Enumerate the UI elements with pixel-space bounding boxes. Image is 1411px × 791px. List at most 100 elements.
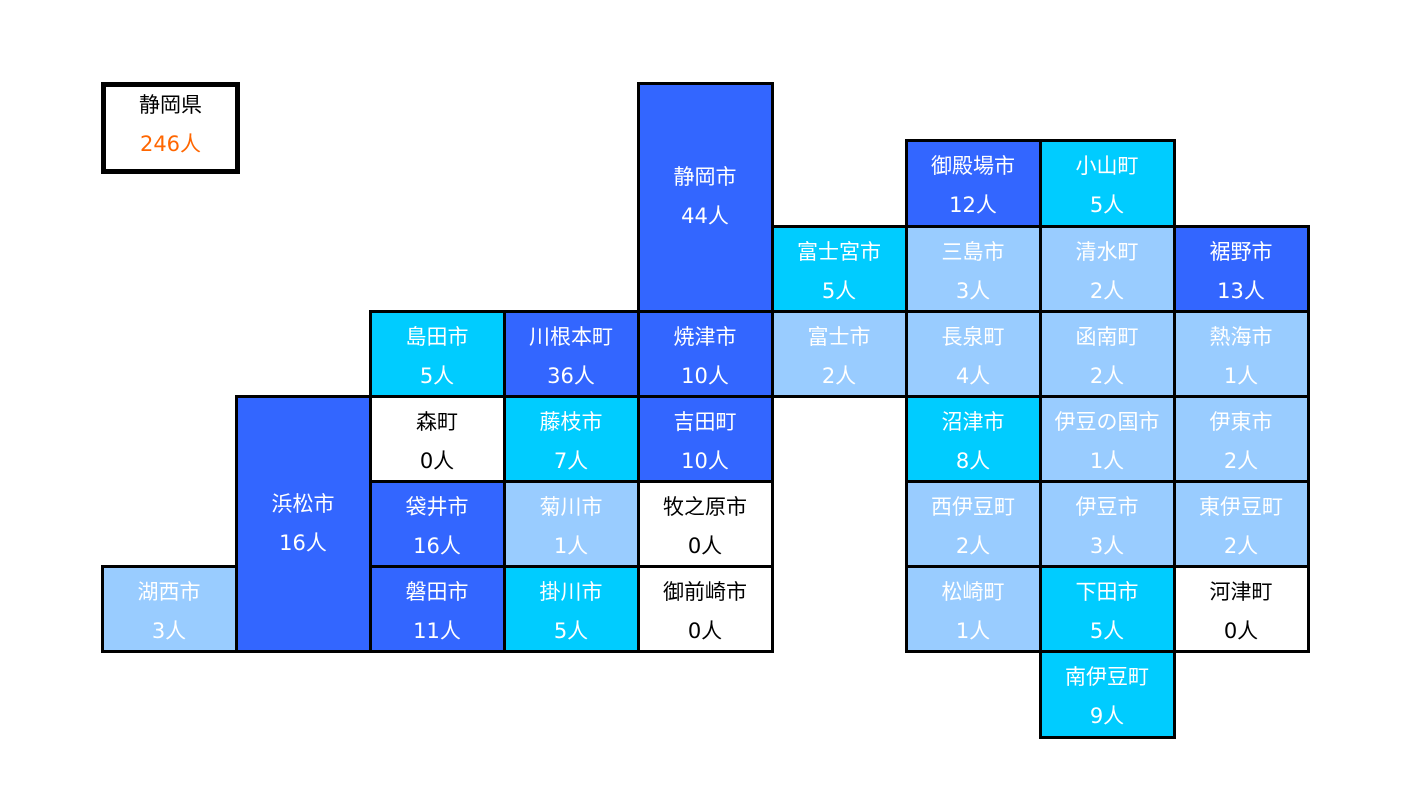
municipality-tile-nishiizu-cho: 西伊豆町 2人 bbox=[904, 479, 1042, 568]
municipality-name: 函南町 bbox=[1075, 324, 1139, 349]
municipality-tile-fuji-shi: 富士市 2人 bbox=[770, 309, 908, 398]
municipality-count: 10人 bbox=[681, 363, 729, 388]
municipality-count: 13人 bbox=[1217, 278, 1265, 303]
municipality-tile-kakegawa-shi: 掛川市 5人 bbox=[502, 564, 640, 653]
municipality-tile-shimizu-cho: 清水町 2人 bbox=[1038, 224, 1176, 313]
municipality-count: 3人 bbox=[151, 618, 187, 643]
municipality-name: 藤枝市 bbox=[539, 409, 603, 434]
municipality-count: 5人 bbox=[553, 618, 589, 643]
municipality-count: 3人 bbox=[955, 278, 991, 303]
municipality-name: 裾野市 bbox=[1209, 239, 1273, 264]
municipality-tile-oyama-cho: 小山町 5人 bbox=[1038, 138, 1176, 228]
prefecture-total-box: 静岡県 246人 bbox=[101, 82, 240, 174]
municipality-count: 5人 bbox=[419, 363, 455, 388]
municipality-count: 5人 bbox=[1089, 192, 1125, 217]
municipality-count: 8人 bbox=[955, 448, 991, 473]
municipality-count: 7人 bbox=[553, 448, 589, 473]
municipality-name: 掛川市 bbox=[539, 579, 603, 604]
municipality-count: 2人 bbox=[955, 533, 991, 558]
municipality-tile-kawanehon-cho: 川根本町 36人 bbox=[502, 309, 640, 398]
municipality-count: 16人 bbox=[279, 530, 327, 555]
municipality-name: 御前崎市 bbox=[663, 579, 747, 604]
municipality-name: 浜松市 bbox=[271, 491, 335, 516]
municipality-tile-minamiizu-cho: 南伊豆町 9人 bbox=[1038, 649, 1176, 739]
municipality-count: 3人 bbox=[1089, 533, 1125, 558]
municipality-count: 2人 bbox=[1223, 448, 1259, 473]
municipality-tile-omaezaki-shi: 御前崎市 0人 bbox=[636, 564, 774, 653]
municipality-tile-kawazu-cho: 河津町 0人 bbox=[1172, 564, 1310, 653]
municipality-count: 1人 bbox=[955, 618, 991, 643]
municipality-tile-shizuoka-shi: 静岡市 44人 bbox=[636, 81, 774, 313]
municipality-tile-nagaizumi-cho: 長泉町 4人 bbox=[904, 309, 1042, 398]
municipality-tile-susono-shi: 裾野市 13人 bbox=[1172, 224, 1310, 313]
municipality-count: 0人 bbox=[687, 618, 723, 643]
municipality-name: 伊豆の国市 bbox=[1054, 409, 1160, 434]
municipality-tile-shimada-shi: 島田市 5人 bbox=[368, 309, 506, 398]
municipality-count: 1人 bbox=[553, 533, 589, 558]
municipality-count: 2人 bbox=[1089, 363, 1125, 388]
municipality-count: 36人 bbox=[547, 363, 595, 388]
municipality-count: 44人 bbox=[681, 204, 729, 228]
municipality-count: 5人 bbox=[821, 278, 857, 303]
municipality-tile-kannami-cho: 函南町 2人 bbox=[1038, 309, 1176, 398]
municipality-name: 磐田市 bbox=[405, 579, 469, 604]
municipality-name: 富士市 bbox=[807, 324, 871, 349]
municipality-tile-izu-shi: 伊豆市 3人 bbox=[1038, 479, 1176, 568]
municipality-tile-matsuzaki-cho: 松崎町 1人 bbox=[904, 564, 1042, 653]
municipality-tile-ito-shi: 伊東市 2人 bbox=[1172, 394, 1310, 483]
municipality-tile-atami-shi: 熱海市 1人 bbox=[1172, 309, 1310, 398]
municipality-name: 袋井市 bbox=[405, 494, 469, 519]
municipality-name: 吉田町 bbox=[673, 409, 737, 434]
municipality-name: 西伊豆町 bbox=[931, 494, 1015, 519]
municipality-tile-fujieda-shi: 藤枝市 7人 bbox=[502, 394, 640, 483]
municipality-name: 森町 bbox=[416, 409, 458, 434]
municipality-tile-kosai-shi: 湖西市 3人 bbox=[100, 564, 238, 653]
municipality-count: 1人 bbox=[1089, 448, 1125, 473]
municipality-count: 1人 bbox=[1223, 363, 1259, 388]
municipality-name: 島田市 bbox=[405, 324, 469, 349]
municipality-count: 2人 bbox=[1089, 278, 1125, 303]
municipality-name: 東伊豆町 bbox=[1199, 494, 1283, 519]
municipality-name: 南伊豆町 bbox=[1065, 664, 1149, 689]
municipality-count: 12人 bbox=[949, 192, 997, 217]
municipality-tile-fukuroi-shi: 袋井市 16人 bbox=[368, 479, 506, 568]
municipality-count: 4人 bbox=[955, 363, 991, 388]
municipality-count: 2人 bbox=[821, 363, 857, 388]
municipality-name: 焼津市 bbox=[673, 324, 737, 349]
municipality-name: 松崎町 bbox=[941, 579, 1005, 604]
municipality-name: 沼津市 bbox=[941, 409, 1005, 434]
municipality-name: 長泉町 bbox=[941, 324, 1005, 349]
municipality-name: 河津町 bbox=[1209, 579, 1273, 604]
municipality-tile-iwata-shi: 磐田市 11人 bbox=[368, 564, 506, 653]
municipality-name: 清水町 bbox=[1075, 239, 1139, 264]
municipality-tile-gotemba-shi: 御殿場市 12人 bbox=[904, 138, 1042, 228]
municipality-name: 伊東市 bbox=[1209, 409, 1273, 434]
municipality-name: 熱海市 bbox=[1209, 324, 1273, 349]
municipality-name: 御殿場市 bbox=[931, 153, 1015, 178]
municipality-tile-hamamatsu-shi: 浜松市 16人 bbox=[234, 394, 372, 653]
municipality-name: 下田市 bbox=[1075, 579, 1139, 604]
municipality-name: 静岡市 bbox=[673, 165, 737, 189]
municipality-name: 菊川市 bbox=[539, 494, 603, 519]
municipality-tile-mishima-shi: 三島市 3人 bbox=[904, 224, 1042, 313]
municipality-tile-fujinomiya-shi: 富士宮市 5人 bbox=[770, 224, 908, 313]
municipality-name: 湖西市 bbox=[137, 579, 201, 604]
municipality-tile-izunokuni-shi: 伊豆の国市 1人 bbox=[1038, 394, 1176, 483]
municipality-tile-kikugawa-shi: 菊川市 1人 bbox=[502, 479, 640, 568]
municipality-count: 5人 bbox=[1089, 618, 1125, 643]
municipality-name: 伊豆市 bbox=[1075, 494, 1139, 519]
municipality-count: 16人 bbox=[413, 533, 461, 558]
municipality-name: 小山町 bbox=[1075, 153, 1139, 178]
municipality-count: 11人 bbox=[413, 618, 461, 643]
municipality-count: 2人 bbox=[1223, 533, 1259, 558]
municipality-count: 0人 bbox=[687, 533, 723, 558]
municipality-tile-yaizu-shi: 焼津市 10人 bbox=[636, 309, 774, 398]
municipality-name: 川根本町 bbox=[529, 324, 613, 349]
municipality-count: 0人 bbox=[419, 448, 455, 473]
municipality-name: 富士宮市 bbox=[797, 239, 881, 264]
municipality-name: 三島市 bbox=[941, 239, 1005, 264]
municipality-tile-higashiizu-cho: 東伊豆町 2人 bbox=[1172, 479, 1310, 568]
municipality-count: 10人 bbox=[681, 448, 729, 473]
municipality-tile-numazu-shi: 沼津市 8人 bbox=[904, 394, 1042, 483]
municipality-count: 0人 bbox=[1223, 618, 1259, 643]
